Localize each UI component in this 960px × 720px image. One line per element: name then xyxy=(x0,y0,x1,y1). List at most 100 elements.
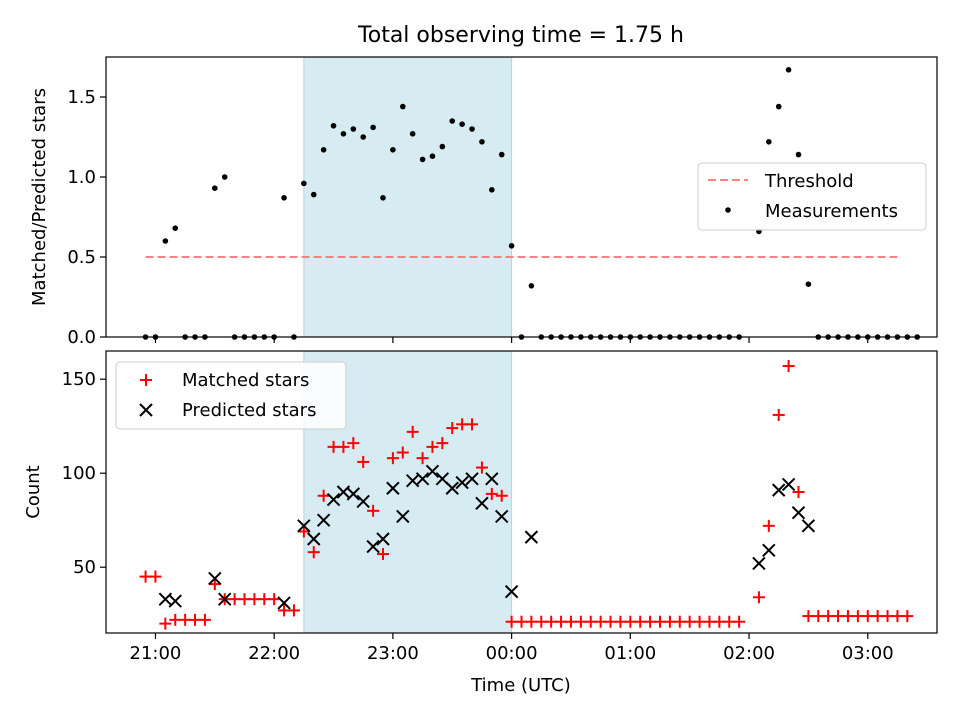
y-tick-label: 1.5 xyxy=(67,87,96,108)
chart-title: Total observing time = 1.75 h xyxy=(357,23,684,48)
matched-stars-point xyxy=(268,593,281,606)
x-tick-label: 21:00 xyxy=(130,643,182,664)
predicted-stars-point xyxy=(346,487,361,501)
measurement-point xyxy=(370,124,376,131)
predicted-stars-point xyxy=(356,494,370,509)
predicted-stars-point xyxy=(791,505,806,520)
predicted-stars-point xyxy=(425,464,440,479)
matched-stars-point xyxy=(901,610,914,623)
matched-stars-point xyxy=(426,440,439,453)
matched-stars-point xyxy=(466,418,479,431)
matched-stars-point xyxy=(208,578,221,591)
predicted-stars-point xyxy=(455,475,469,490)
measurement-point xyxy=(310,191,317,198)
predicted-stars-point xyxy=(277,596,291,610)
legend-threshold-label: Threshold xyxy=(764,171,854,192)
matched-stars-point xyxy=(377,548,389,561)
matched-stars-point xyxy=(367,504,380,517)
predicted-stars-point xyxy=(396,509,410,524)
matched-stars-point xyxy=(297,525,310,538)
predicted-stars-point xyxy=(752,556,766,571)
measurement-point xyxy=(459,121,465,127)
matched-stars-point xyxy=(772,408,785,421)
measurement-point xyxy=(330,123,337,129)
measurement-point xyxy=(508,243,515,249)
y-tick-label: 100 xyxy=(62,463,96,484)
predicted-stars-point xyxy=(316,513,331,527)
matched-stars-point xyxy=(495,489,508,502)
predicted-stars-point xyxy=(524,530,539,544)
top-legend: Threshold Measurements xyxy=(697,162,927,231)
matched-stars-point xyxy=(386,452,399,465)
measurement-point xyxy=(360,134,367,140)
predicted-stars-point xyxy=(366,539,380,554)
legend-measurements-swatch xyxy=(725,207,731,213)
matched-stars-point xyxy=(446,422,459,435)
top-y-axis-label: Matched/Predicted stars xyxy=(29,88,50,306)
legend-matched-swatch xyxy=(140,374,152,386)
measurement-point xyxy=(766,139,772,145)
predicted-stars-point xyxy=(465,472,479,486)
predicted-stars-point xyxy=(495,509,509,524)
matched-stars-point xyxy=(792,486,805,498)
measurement-point xyxy=(528,283,535,289)
measurement-point xyxy=(409,131,416,137)
x-tick-label: 00:00 xyxy=(486,643,538,664)
predicted-stars-point xyxy=(208,571,222,586)
bottom-plot-frame xyxy=(105,350,938,634)
measurement-point xyxy=(489,187,495,193)
y-tick-label: 50 xyxy=(73,557,96,578)
predicted-stars-point xyxy=(801,519,816,533)
matched-stars-point xyxy=(752,591,765,604)
top-plot-frame xyxy=(105,56,938,338)
matched-stars-point xyxy=(475,461,488,474)
y-tick-label: 150 xyxy=(62,369,96,390)
matched-stars-point xyxy=(317,489,330,502)
measurement-point xyxy=(350,126,357,132)
matched-stars-point xyxy=(436,437,449,450)
y-tick-label: 1.0 xyxy=(67,167,96,188)
bottom-legend: Matched stars Predicted stars xyxy=(115,361,347,430)
measurement-point xyxy=(172,225,179,231)
legend-matched-label: Matched stars xyxy=(182,370,309,391)
predicted-stars-point xyxy=(762,543,776,557)
legend-measurements-label: Measurements xyxy=(765,201,898,222)
bottom-panel: 50 100 150 21:00 22:00 23:00 00:00 01:00 02:00 03… xyxy=(23,350,938,696)
x-tick-label: 01:00 xyxy=(604,643,656,664)
predicted-stars-point xyxy=(445,481,459,495)
measurement-point xyxy=(805,281,812,288)
predicted-stars-point xyxy=(504,584,519,599)
matched-stars-point xyxy=(416,452,429,465)
predicted-stars-point xyxy=(326,492,341,507)
matched-stars-point xyxy=(406,425,419,438)
measurement-point xyxy=(221,174,228,180)
measurement-point xyxy=(449,118,456,124)
x-tick-label: 23:00 xyxy=(367,643,419,664)
measurement-point xyxy=(439,143,446,150)
predicted-stars-point xyxy=(386,481,400,495)
measurement-point xyxy=(429,153,436,159)
matched-stars-point xyxy=(307,546,320,559)
predicted-stars-point xyxy=(376,532,390,546)
predicted-stars-point xyxy=(485,472,499,486)
measurement-point xyxy=(380,195,386,201)
measurement-point xyxy=(301,180,307,187)
matched-stars-point xyxy=(159,617,172,630)
predicted-stars-point xyxy=(168,594,182,608)
predicted-stars-point xyxy=(218,592,232,606)
predicted-stars-point xyxy=(475,496,489,510)
measurement-point xyxy=(320,147,327,153)
legend-predicted-label: Predicted stars xyxy=(182,400,316,421)
measurement-point xyxy=(390,147,396,153)
measurement-point xyxy=(795,151,802,158)
matched-stars-point xyxy=(198,613,211,626)
y-tick-label: 0.5 xyxy=(67,247,96,268)
x-tick-label: 02:00 xyxy=(723,643,775,664)
predicted-stars-point xyxy=(307,532,321,546)
measurement-point xyxy=(212,185,218,191)
matched-stars-point xyxy=(357,455,370,468)
x-axis-label: Time (UTC) xyxy=(470,675,571,696)
measurement-point xyxy=(340,131,347,137)
matched-stars-point xyxy=(762,519,775,532)
